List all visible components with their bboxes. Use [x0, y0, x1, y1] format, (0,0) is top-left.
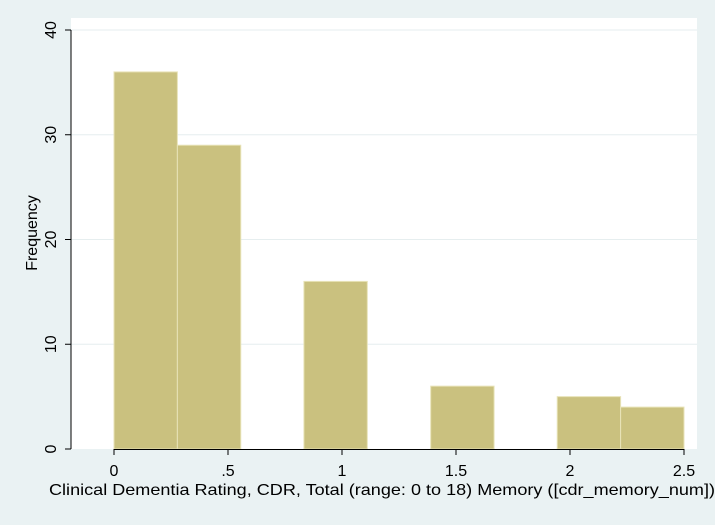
y-tick-label: 10: [43, 335, 60, 353]
bar: [556, 396, 622, 450]
x-tick-label: 1.5: [445, 463, 467, 480]
y-tick-label: 0: [43, 444, 60, 453]
bar: [176, 144, 242, 450]
y-axis-label: Frequency: [24, 195, 41, 271]
x-tick-label: 2: [566, 463, 575, 480]
x-axis-label: Clinical Dementia Rating, CDR, Total (ra…: [49, 482, 715, 499]
axes: 0 10 20 30 40 0 .5 1 1.5 2 2.5: [43, 21, 695, 480]
y-tick-label: 30: [43, 126, 60, 144]
x-tick-label: 1: [338, 463, 347, 480]
bars: [113, 71, 685, 450]
y-tick-label: 40: [43, 21, 60, 39]
x-tick-label: 0: [110, 463, 119, 480]
bar: [303, 280, 368, 450]
y-tick-label: 20: [43, 231, 60, 249]
bar: [620, 406, 685, 450]
x-tick-label: .5: [221, 463, 234, 480]
x-tick-label: 2.5: [673, 463, 695, 480]
bar: [430, 385, 495, 450]
bar: [113, 71, 178, 450]
